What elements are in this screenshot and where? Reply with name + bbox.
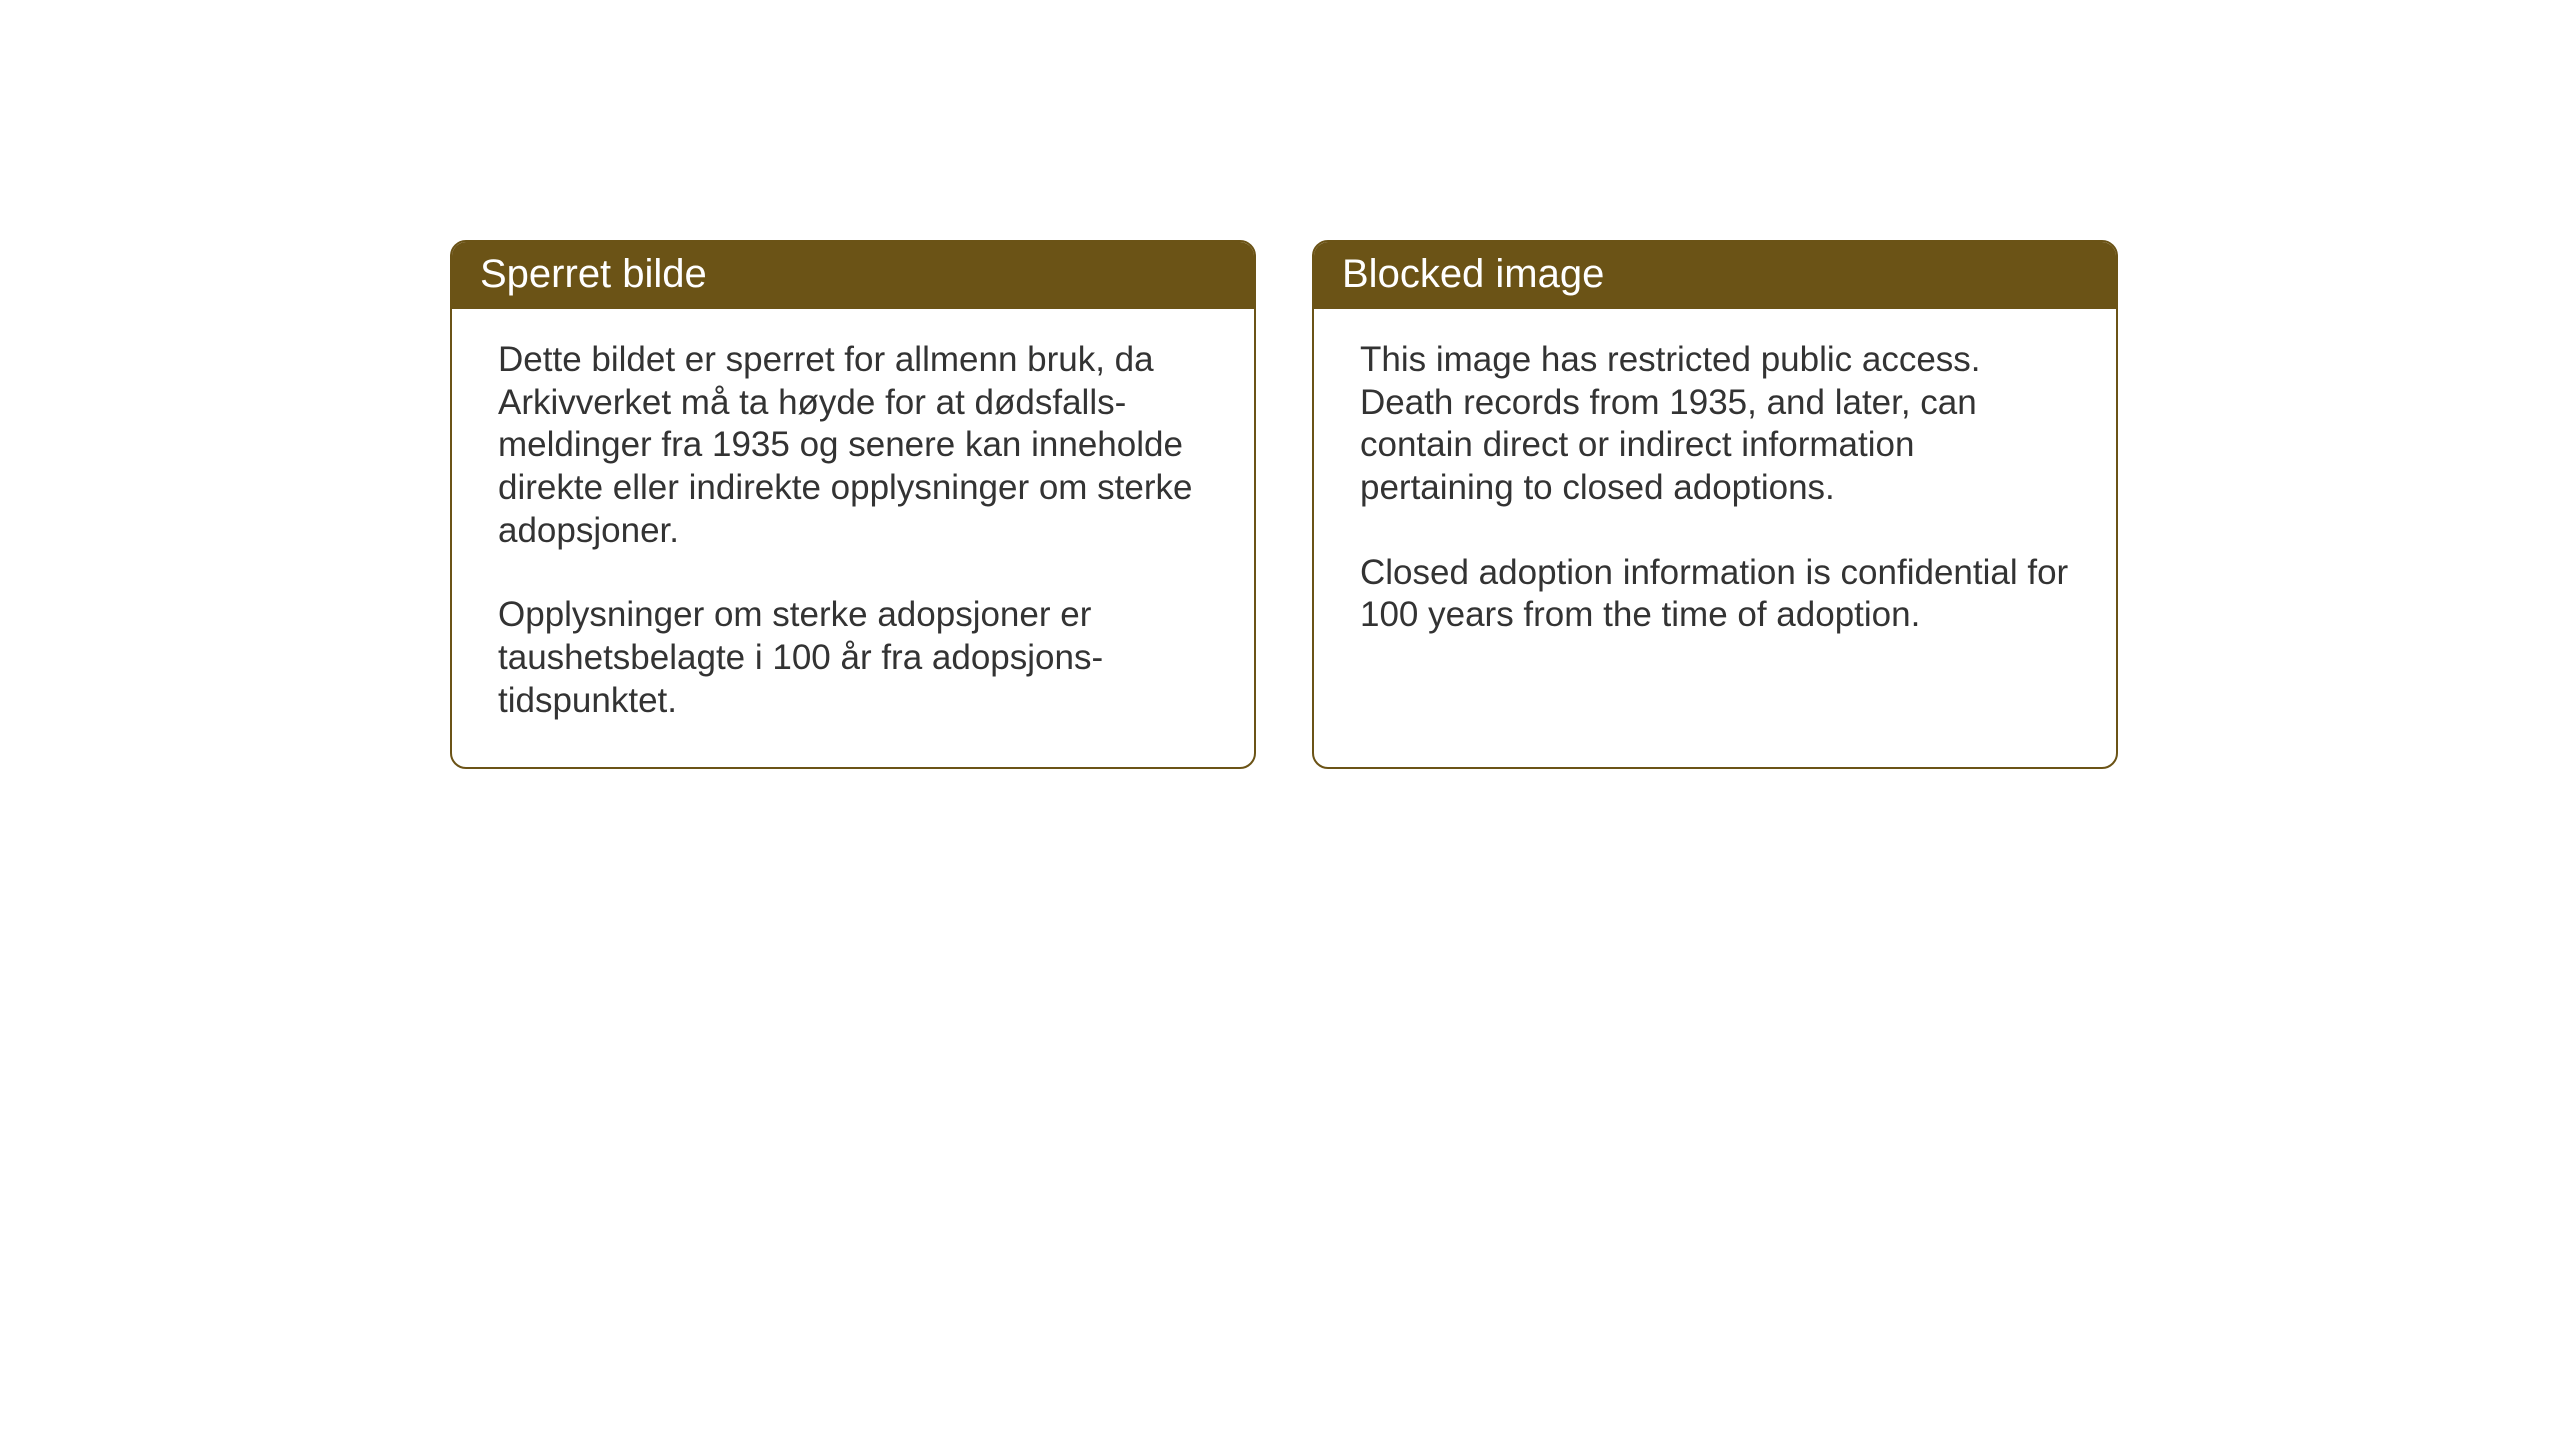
norwegian-paragraph-1: Dette bildet er sperret for allmenn bruk… (498, 339, 1208, 552)
english-notice-card: Blocked image This image has restricted … (1312, 240, 2118, 769)
english-card-title: Blocked image (1314, 242, 2116, 309)
notice-container: Sperret bilde Dette bildet er sperret fo… (450, 240, 2118, 769)
norwegian-card-title: Sperret bilde (452, 242, 1254, 309)
english-paragraph-1: This image has restricted public access.… (1360, 339, 2070, 510)
norwegian-paragraph-2: Opplysninger om sterke adopsjoner er tau… (498, 594, 1208, 722)
english-card-body: This image has restricted public access.… (1314, 309, 2116, 681)
norwegian-card-body: Dette bildet er sperret for allmenn bruk… (452, 309, 1254, 767)
norwegian-notice-card: Sperret bilde Dette bildet er sperret fo… (450, 240, 1256, 769)
english-paragraph-2: Closed adoption information is confident… (1360, 552, 2070, 637)
